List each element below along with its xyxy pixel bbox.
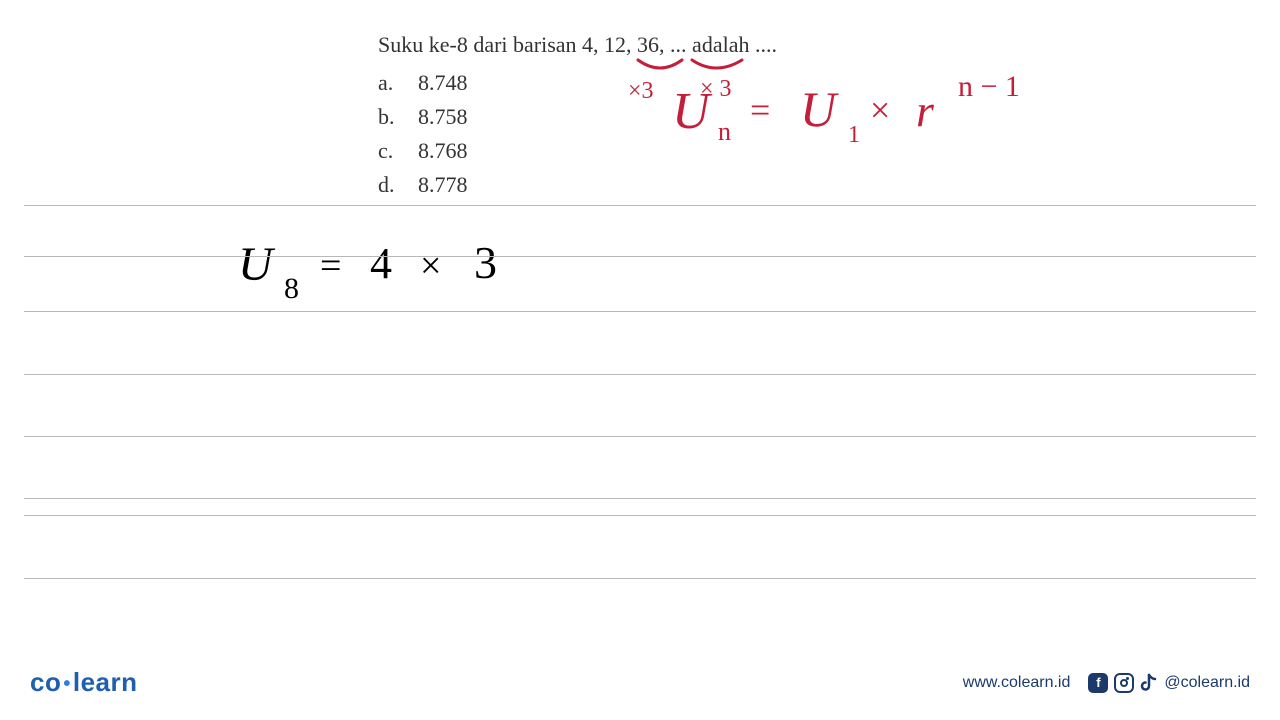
logo: co•learn [30,667,138,698]
tiktok-icon [1140,673,1158,693]
ruled-line [24,256,1256,257]
svg-text:n − 1: n − 1 [958,70,1020,103]
black-work: U 8 = 4 × 3 [0,200,1280,600]
option-value: 8.768 [418,134,468,168]
footer-url: www.colearn.id [963,674,1071,692]
logo-part-2: learn [73,667,138,697]
facebook-icon: f [1088,673,1108,693]
logo-dot-icon: • [63,673,71,695]
footer: co•learn www.colearn.id f @colearn.id [0,667,1280,698]
option-label: c. [378,134,396,168]
question-block: Suku ke-8 dari barisan 4, 12, 36, ... ad… [378,28,777,202]
logo-part-1: co [30,667,61,697]
instagram-icon [1114,673,1134,693]
social-icons: f @colearn.id [1088,673,1250,693]
option-d: d. 8.778 [378,168,777,202]
option-value: 8.748 [418,66,468,100]
ruled-line [24,436,1256,437]
svg-text:U: U [238,238,276,291]
option-c: c. 8.768 [378,134,777,168]
svg-text:U: U [800,81,839,137]
svg-text:×: × [420,245,441,287]
ruled-line [24,515,1256,516]
option-b: b. 8.758 [378,100,777,134]
ruled-line [24,374,1256,375]
svg-text:3: 3 [474,237,497,288]
option-value: 8.758 [418,100,468,134]
svg-text:8: 8 [284,272,299,305]
option-label: a. [378,66,396,100]
footer-handle: @colearn.id [1164,674,1250,692]
option-a: a. 8.748 [378,66,777,100]
footer-right: www.colearn.id f @colearn.id [963,673,1250,693]
option-value: 8.778 [418,168,468,202]
question-text: Suku ke-8 dari barisan 4, 12, 36, ... ad… [378,28,777,62]
ruled-line [24,311,1256,312]
svg-text:=: = [320,245,341,287]
ruled-line [24,578,1256,579]
options-list: a. 8.748 b. 8.758 c. 8.768 d. 8.778 [378,66,777,202]
ruled-line [24,498,1256,499]
option-label: b. [378,100,396,134]
svg-text:r: r [916,85,935,136]
svg-text:×: × [870,90,890,130]
svg-text:1: 1 [848,122,860,148]
ruled-line [24,205,1256,206]
option-label: d. [378,168,396,202]
svg-text:4: 4 [370,239,392,288]
